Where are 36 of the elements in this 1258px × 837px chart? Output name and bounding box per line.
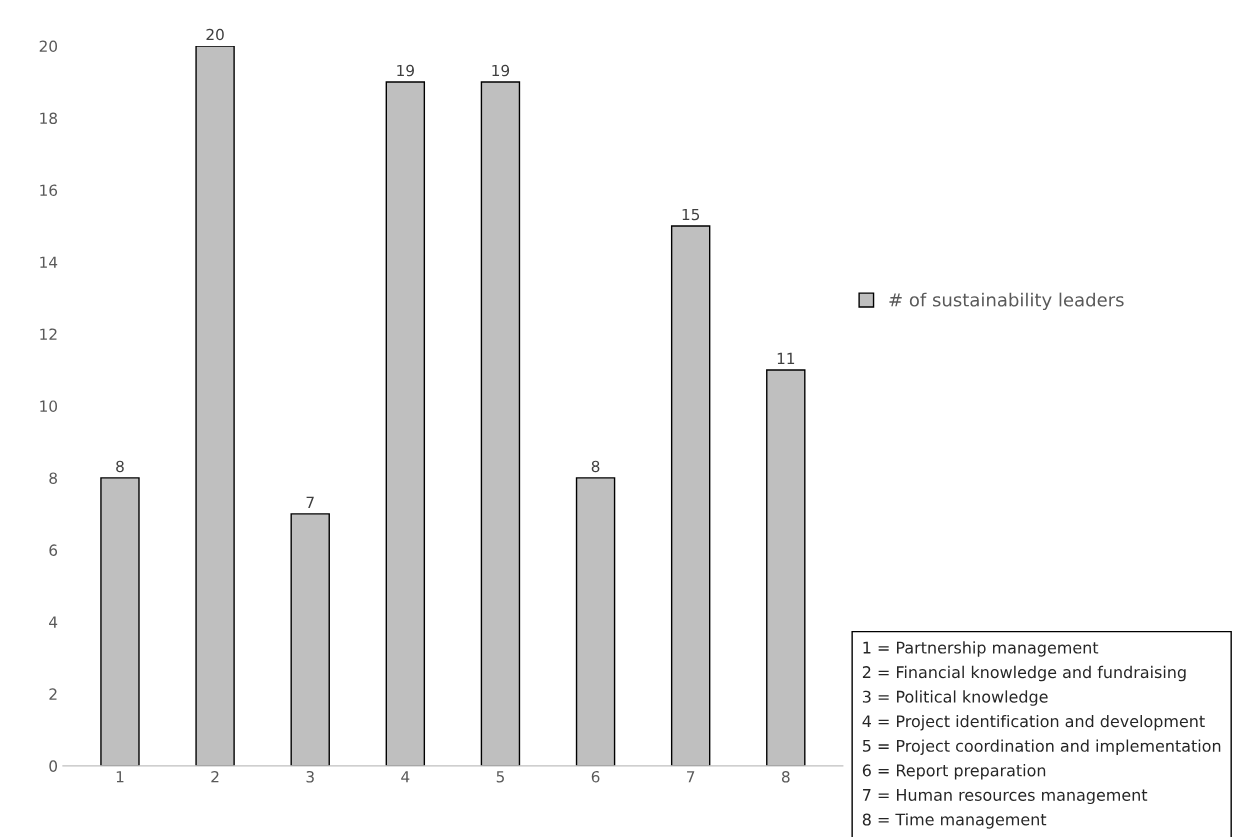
- x-tick-label: 6: [591, 770, 600, 783]
- text: 4 = Project identification and development: [862, 714, 1205, 731]
- x-tick-label: 8: [781, 770, 790, 783]
- y-tick-label: 4: [49, 616, 58, 628]
- x-tick-label: 5: [496, 771, 504, 783]
- text: 1 = Partnership management: [863, 641, 1099, 657]
- data-label: 7: [306, 496, 314, 508]
- data-label: 8: [116, 460, 124, 473]
- legend-label: # of sustainability leaders: [889, 292, 1124, 311]
- text: 3 = Political knowledge: [862, 690, 1048, 706]
- y-tick-label: 2: [49, 688, 57, 700]
- y-tick-label: 0: [49, 760, 58, 772]
- data-label: 19: [397, 64, 414, 77]
- text: 7 = Human resources management: [863, 789, 1148, 805]
- data-label: 8: [591, 460, 600, 473]
- text: 5 = Project coordination and implementation: [862, 739, 1221, 755]
- text: 2 = Financial knowledge and fundraising: [862, 665, 1186, 682]
- data-label: 19: [492, 64, 510, 77]
- y-tick-label: 16: [40, 184, 58, 197]
- y-tick-label: 12: [40, 328, 57, 340]
- text: 6 = Report preparation: [862, 764, 1046, 780]
- y-tick-label: 20: [39, 40, 58, 53]
- x-tick-label: 4: [401, 771, 410, 783]
- text: 8 = Time management: [862, 813, 1047, 829]
- y-tick-label: 6: [49, 544, 58, 556]
- y-tick-label: 10: [40, 400, 58, 412]
- y-tick-label: 8: [49, 472, 57, 484]
- y-tick-label: 18: [40, 112, 57, 125]
- x-tick-label: 1: [116, 771, 124, 783]
- x-tick-label: 3: [306, 770, 314, 783]
- data-label: 15: [682, 208, 700, 221]
- data-label: 11: [777, 352, 795, 364]
- x-tick-label: 7: [687, 771, 695, 783]
- data-label: 20: [206, 28, 224, 41]
- x-tick-label: 2: [211, 770, 219, 783]
- y-tick-label: 14: [40, 256, 58, 268]
